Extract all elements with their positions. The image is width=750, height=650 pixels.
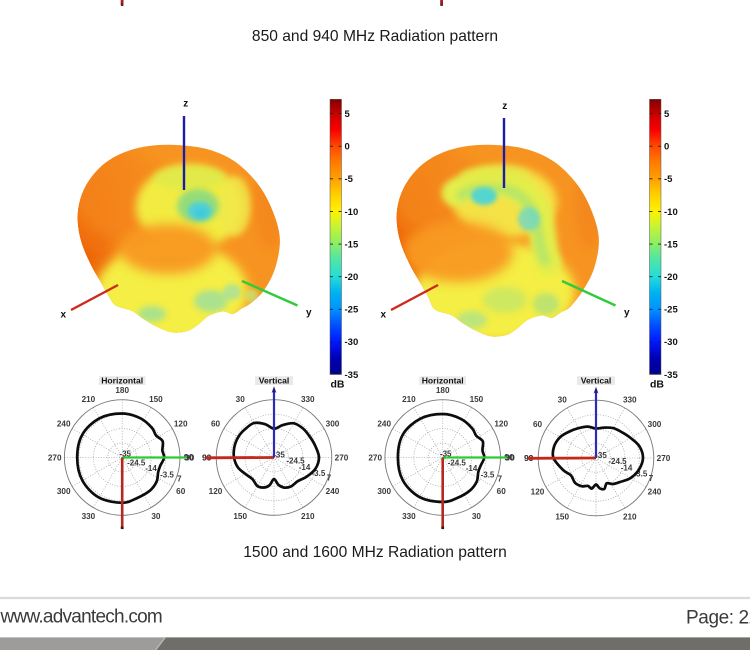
svg-text:150: 150: [470, 395, 484, 404]
svg-text:240: 240: [57, 420, 71, 429]
svg-text:330: 330: [402, 512, 416, 521]
svg-text:-15: -15: [664, 239, 678, 250]
svg-text:60: 60: [211, 420, 221, 429]
svg-text:240: 240: [377, 420, 391, 429]
svg-text:60: 60: [533, 420, 543, 429]
svg-text:210: 210: [301, 512, 315, 521]
svg-text:-3.5: -3.5: [634, 469, 648, 478]
svg-text:-35: -35: [664, 370, 678, 381]
svg-text:-5: -5: [664, 174, 673, 185]
svg-text:90: 90: [506, 453, 516, 462]
svg-text:300: 300: [377, 487, 391, 496]
svg-text:150: 150: [149, 395, 163, 404]
svg-text:60: 60: [176, 487, 186, 496]
svg-text:y: y: [624, 308, 630, 319]
svg-text:7: 7: [177, 474, 182, 483]
svg-text:180: 180: [115, 386, 129, 395]
svg-text:90: 90: [184, 453, 194, 463]
svg-text:-3.5: -3.5: [160, 471, 174, 480]
svg-text:-10: -10: [664, 207, 678, 218]
svg-text:-25: -25: [664, 305, 678, 316]
svg-text:-15: -15: [345, 239, 359, 250]
svg-text:330: 330: [623, 395, 637, 404]
svg-text:30: 30: [151, 512, 161, 521]
svg-text:-10: -10: [345, 207, 359, 218]
svg-text:-35: -35: [119, 450, 131, 459]
svg-text:z: z: [183, 99, 188, 110]
svg-text:150: 150: [555, 512, 569, 521]
svg-text:7: 7: [498, 474, 503, 483]
svg-text:300: 300: [57, 487, 71, 496]
svg-text:240: 240: [326, 487, 340, 496]
svg-text:-3.5: -3.5: [481, 471, 495, 480]
svg-text:-24.5: -24.5: [127, 458, 146, 467]
svg-text:150: 150: [233, 512, 247, 521]
svg-text:-35: -35: [440, 450, 452, 459]
svg-text:30: 30: [558, 395, 568, 404]
svg-text:120: 120: [494, 420, 508, 429]
svg-text:-35: -35: [273, 450, 285, 459]
svg-text:850 and 940 MHz Radiation patt: 850 and 940 MHz Radiation pattern: [252, 28, 498, 45]
svg-text:300: 300: [326, 420, 340, 429]
svg-text:-14: -14: [299, 463, 311, 472]
svg-text:30: 30: [236, 395, 246, 404]
svg-text:5: 5: [664, 109, 670, 120]
svg-text:z: z: [502, 101, 507, 112]
svg-text:-30: -30: [664, 337, 678, 348]
svg-text:Vertical: Vertical: [259, 376, 290, 386]
svg-text:270: 270: [368, 453, 382, 462]
svg-text:-20: -20: [345, 272, 359, 283]
svg-text:0: 0: [345, 142, 350, 153]
svg-text:-14: -14: [145, 464, 157, 473]
svg-text:y: y: [306, 308, 312, 319]
svg-text:270: 270: [335, 453, 349, 462]
svg-text:5: 5: [345, 109, 351, 120]
svg-text:330: 330: [82, 512, 96, 521]
svg-text:-30: -30: [345, 337, 359, 348]
svg-text:90: 90: [504, 453, 514, 463]
svg-text:300: 300: [648, 420, 662, 429]
svg-text:-3.5: -3.5: [312, 469, 326, 478]
svg-text:7: 7: [649, 474, 654, 483]
svg-text:www.advantech.com: www.advantech.com: [0, 607, 162, 628]
svg-text:90: 90: [185, 453, 195, 462]
svg-text:Horizontal: Horizontal: [422, 376, 464, 386]
svg-text:-35: -35: [345, 370, 359, 381]
svg-text:1500 and 1600 MHz Radiation pa: 1500 and 1600 MHz Radiation pattern: [243, 544, 507, 561]
svg-text:60: 60: [497, 487, 507, 496]
svg-text:7: 7: [327, 474, 332, 483]
svg-text:-20: -20: [664, 272, 678, 283]
svg-text:dB: dB: [331, 379, 345, 391]
svg-text:-14: -14: [466, 464, 478, 473]
svg-text:x: x: [381, 310, 387, 321]
svg-text:120: 120: [209, 487, 223, 496]
svg-text:-35: -35: [595, 451, 607, 460]
svg-text:x: x: [61, 310, 67, 321]
svg-text:Vertical: Vertical: [581, 376, 612, 386]
svg-text:210: 210: [82, 395, 96, 404]
svg-text:120: 120: [531, 488, 545, 497]
svg-text:-24.5: -24.5: [608, 457, 627, 466]
svg-text:-14: -14: [621, 464, 633, 473]
svg-text:180: 180: [436, 386, 450, 395]
svg-text:240: 240: [648, 488, 662, 497]
svg-text:270: 270: [48, 453, 62, 462]
svg-text:330: 330: [301, 395, 315, 404]
svg-text:0: 0: [664, 142, 669, 153]
svg-text:Page: 22: Page: 22: [686, 608, 750, 629]
svg-text:-24.5: -24.5: [286, 457, 305, 466]
svg-text:210: 210: [623, 512, 637, 521]
svg-text:-5: -5: [345, 174, 354, 185]
svg-text:210: 210: [402, 395, 416, 404]
svg-text:120: 120: [174, 420, 188, 429]
svg-text:-25: -25: [345, 305, 359, 316]
svg-text:270: 270: [657, 454, 671, 463]
svg-text:-24.5: -24.5: [448, 458, 467, 467]
svg-text:dB: dB: [650, 379, 664, 391]
svg-text:30: 30: [472, 512, 482, 521]
svg-text:Horizontal: Horizontal: [101, 376, 143, 386]
